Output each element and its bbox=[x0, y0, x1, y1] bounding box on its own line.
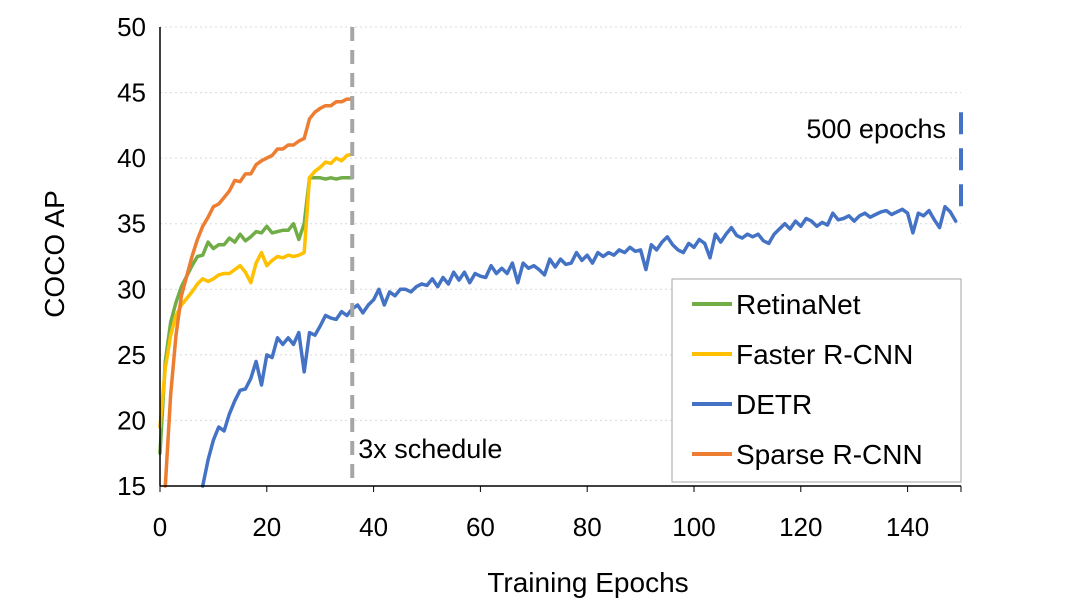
series-lines bbox=[158, 97, 958, 488]
schedule-marker-label: 3x schedule bbox=[358, 434, 502, 464]
legend-box bbox=[671, 278, 962, 483]
series-line-faster-r-cnn bbox=[158, 152, 354, 429]
legend-label-detr: DETR bbox=[736, 389, 812, 420]
x-tick-label-140: 140 bbox=[886, 512, 929, 542]
x-tick-label-40: 40 bbox=[359, 512, 388, 542]
legend-label-sparse-r-cnn: Sparse R-CNN bbox=[736, 439, 923, 470]
axes bbox=[159, 27, 962, 492]
x-tick-label-100: 100 bbox=[672, 512, 715, 542]
y-tick-label-15: 15 bbox=[117, 471, 146, 501]
y-tick-label-50: 50 bbox=[117, 12, 146, 42]
y-tick-label-20: 20 bbox=[117, 405, 146, 435]
legend: RetinaNet Faster R-CNN DETR Sparse R-CNN bbox=[671, 278, 962, 483]
epochs-500-label: 500 epochs bbox=[806, 114, 946, 144]
y-tick-label-45: 45 bbox=[117, 78, 146, 108]
x-tick-label-60: 60 bbox=[466, 512, 495, 542]
x-tick-label-20: 20 bbox=[252, 512, 281, 542]
series-line-sparse-r-cnn bbox=[163, 97, 354, 488]
tick-labels: 15 20 25 30 35 40 45 50 0 20 40 60 80 100 120 140 bbox=[117, 12, 929, 542]
x-tick-label-120: 120 bbox=[779, 512, 822, 542]
y-tick-label-35: 35 bbox=[117, 209, 146, 239]
legend-label-faster-r-cnn: Faster R-CNN bbox=[736, 339, 913, 370]
x-tick-label-0: 0 bbox=[153, 512, 167, 542]
annotations: 3x schedule 500 epochs bbox=[350, 27, 963, 486]
legend-label-retinanet: RetinaNet bbox=[736, 289, 861, 320]
x-tick-label-80: 80 bbox=[573, 512, 602, 542]
y-tick-label-30: 30 bbox=[117, 274, 146, 304]
y-axis-title: COCO AP bbox=[39, 190, 70, 318]
x-axis-title: Training Epochs bbox=[487, 567, 688, 598]
y-tick-label-40: 40 bbox=[117, 143, 146, 173]
gridlines bbox=[160, 26, 961, 421]
series-line-retinanet bbox=[158, 176, 354, 455]
y-tick-label-25: 25 bbox=[117, 340, 146, 370]
series-line-detr bbox=[200, 204, 958, 488]
